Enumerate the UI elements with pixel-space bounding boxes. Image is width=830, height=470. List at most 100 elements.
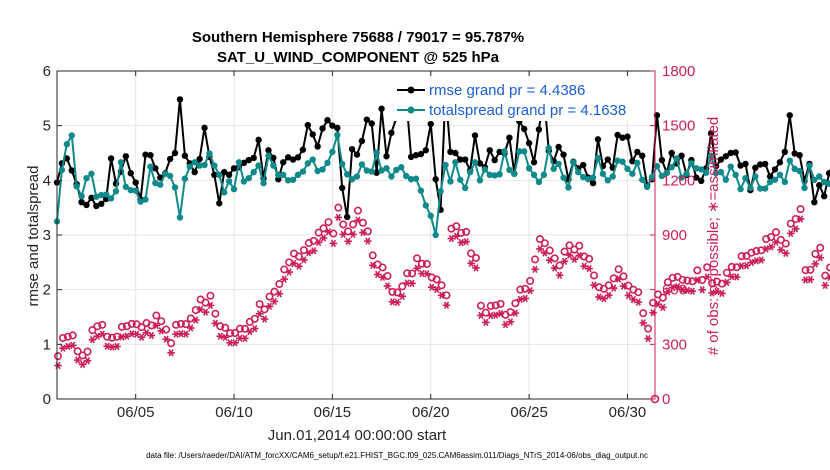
assimilated-obs-point <box>624 291 633 300</box>
assimilated-obs-point <box>777 246 785 254</box>
totalspread-point <box>196 162 203 169</box>
possible-obs-point <box>181 320 190 329</box>
totalspread-point <box>781 178 789 186</box>
rmse-point <box>624 133 631 140</box>
rmse-point <box>432 176 439 183</box>
assimilated-obs-point <box>285 268 293 276</box>
totalspread-point <box>501 148 508 155</box>
rmse-point <box>629 158 636 165</box>
rmse-point <box>594 136 602 143</box>
assimilated-obs-point <box>423 270 431 278</box>
totalspread-point <box>378 167 385 174</box>
assimilated-obs-point <box>821 281 829 290</box>
y2-tick-label-3: 900 <box>662 227 687 244</box>
possible-obs-point <box>693 266 702 275</box>
assimilated-obs-point <box>609 284 618 292</box>
totalspread-point <box>702 169 710 176</box>
possible-obs-point <box>727 262 736 271</box>
assimilated-obs-point <box>772 238 780 246</box>
totalspread-point <box>481 166 489 173</box>
totalspread-point <box>550 165 557 173</box>
assimilated-obs-point <box>703 273 711 281</box>
possible-obs-point <box>58 333 67 342</box>
totalspread-point <box>250 168 257 176</box>
totalspread-point <box>491 172 498 179</box>
rmse-point <box>816 182 823 189</box>
assimilated-obs-point <box>64 342 72 351</box>
rmse-point <box>619 134 626 141</box>
legend: rmse grand pr = 4.4386 totalspread grand… <box>393 79 651 121</box>
assimilated-obs-point <box>211 319 220 327</box>
rmse-point <box>820 192 828 200</box>
rmse-point <box>196 155 203 163</box>
assimilated-obs-point <box>673 282 682 291</box>
assimilated-obs-point <box>201 308 210 316</box>
possible-obs-point <box>452 222 461 231</box>
rmse-point <box>722 153 730 160</box>
assimilated-obs-point <box>536 245 544 253</box>
possible-obs-point <box>565 241 574 250</box>
rmse-point <box>452 149 459 157</box>
x-tick-label-2: 06/15 <box>314 404 352 421</box>
assimilated-obs-point <box>698 286 707 294</box>
rmse-point <box>368 120 375 127</box>
totalspread-point <box>643 183 651 191</box>
totalspread-point <box>525 165 533 172</box>
totalspread-point <box>112 188 120 195</box>
rmse-point <box>280 159 287 166</box>
assimilated-obs-point <box>767 243 775 251</box>
assimilated-obs-point <box>368 261 377 270</box>
possible-obs-point <box>162 325 171 334</box>
rmse-point <box>102 195 110 203</box>
rmse-point <box>221 168 228 176</box>
totalspread-point <box>776 171 784 179</box>
totalspread-point <box>122 183 130 191</box>
totalspread-point <box>761 185 769 192</box>
rmse-point <box>122 153 130 160</box>
rmse-point <box>417 150 425 158</box>
possible-obs-point <box>644 324 653 333</box>
totalspread-point <box>584 176 592 183</box>
totalspread-point <box>594 154 602 162</box>
rmse-point <box>737 162 744 169</box>
totalspread-point <box>319 166 326 173</box>
totalspread-point <box>343 171 351 178</box>
assimilated-obs-point <box>516 295 525 304</box>
possible-obs-point <box>117 322 126 331</box>
rmse-point <box>791 150 798 157</box>
totalspread-point <box>683 170 690 177</box>
totalspread-point <box>673 155 680 162</box>
legend-spread-marker <box>407 106 415 114</box>
y2-tick-label-2: 600 <box>662 282 687 299</box>
possible-obs-point <box>786 219 795 228</box>
possible-obs-point <box>747 248 756 257</box>
possible-obs-point <box>703 263 712 272</box>
assimilated-obs-point <box>359 228 367 237</box>
rmse-point <box>668 149 675 157</box>
totalspread-point <box>157 181 164 188</box>
rmse-point <box>447 148 454 156</box>
totalspread-point <box>58 166 66 174</box>
totalspread-point <box>102 191 110 198</box>
possible-obs-point <box>801 266 810 275</box>
totalspread-point <box>176 214 184 221</box>
assimilated-obs-point <box>604 291 613 299</box>
totalspread-point <box>127 186 134 194</box>
totalspread-point <box>693 165 700 172</box>
totalspread-point <box>452 159 459 166</box>
assimilated-obs-point <box>649 309 657 317</box>
possible-obs-point <box>422 259 431 268</box>
possible-obs-point <box>491 301 500 310</box>
totalspread-point <box>580 173 587 181</box>
rmse-point <box>250 154 257 162</box>
totalspread-point <box>771 176 779 183</box>
rmse-point <box>383 153 390 160</box>
assimilated-obs-point <box>531 265 539 274</box>
possible-obs-point <box>658 293 667 302</box>
possible-obs-point <box>349 220 358 229</box>
x-tick-label-0: 06/05 <box>117 404 155 421</box>
assimilated-obs-point <box>73 356 82 364</box>
possible-obs-point <box>53 352 62 361</box>
totalspread-point <box>314 167 321 175</box>
possible-obs-point <box>167 339 176 348</box>
